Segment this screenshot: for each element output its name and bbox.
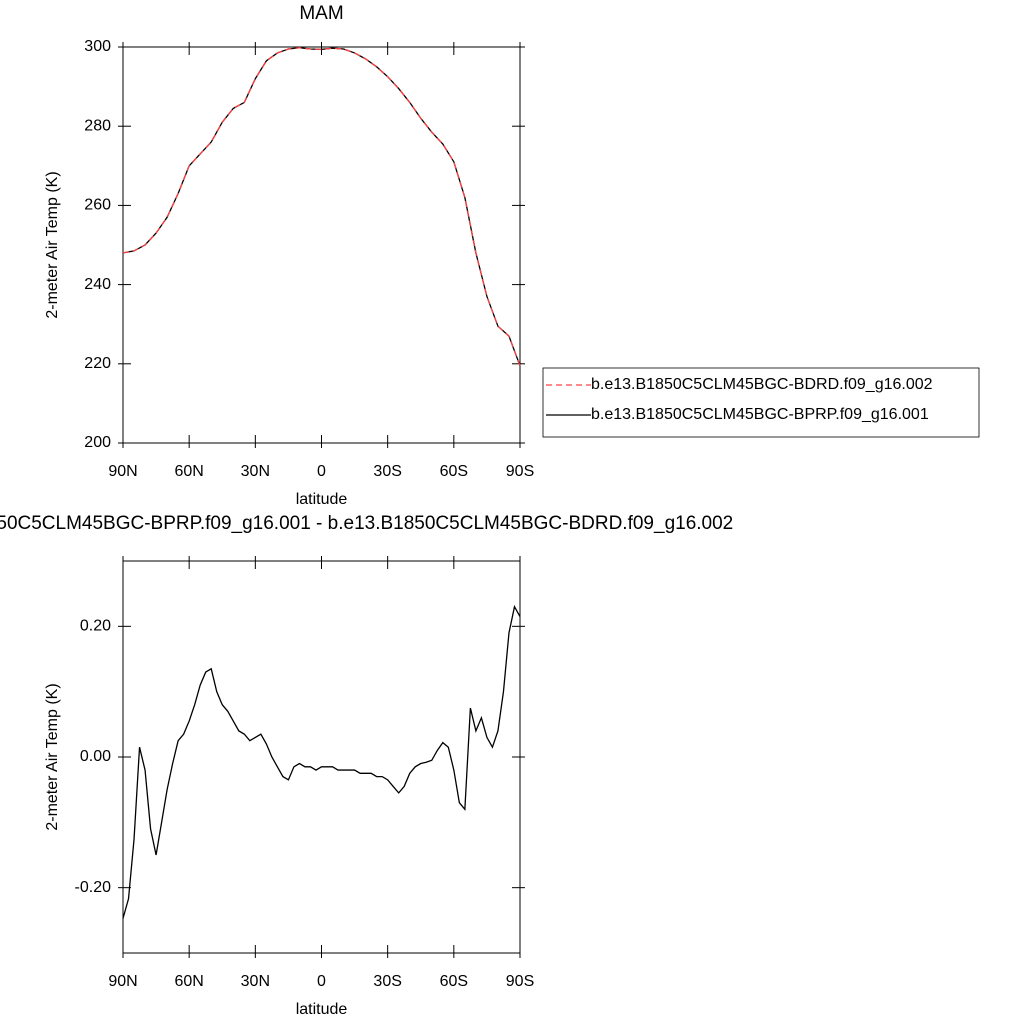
chart-title: MAM <box>299 3 343 24</box>
x-tick-label: 90N <box>108 463 137 480</box>
y-tick-label: 280 <box>84 117 111 134</box>
y-axis-label: 2-meter Air Temp (K) <box>44 171 61 318</box>
legend-label: b.e13.B1850C5CLM45BGC-BPRP.f09_g16.001 <box>591 406 929 423</box>
x-tick-label: 60S <box>440 463 468 480</box>
data-line <box>122 47 521 367</box>
x-tick-label: 0 <box>317 463 326 480</box>
x-axis-label: latitude <box>296 1001 348 1018</box>
y-tick-label: 240 <box>84 276 111 293</box>
plot-frame <box>122 560 521 954</box>
x-tick-label: 60N <box>174 463 203 480</box>
y-tick-label: 220 <box>84 355 111 372</box>
y-tick-label: -0.20 <box>75 879 112 896</box>
x-tick-label: 90N <box>108 973 137 990</box>
y-tick-label: 0.00 <box>80 748 111 765</box>
x-tick-label: 90S <box>506 973 534 990</box>
y-tick-label: 200 <box>84 434 111 451</box>
x-tick-label: 90S <box>506 463 534 480</box>
y-axis-label: 2-meter Air Temp (K) <box>44 683 61 830</box>
x-tick-label: 30N <box>241 463 270 480</box>
legend-label: b.e13.B1850C5CLM45BGC-BDRD.f09_g16.002 <box>591 376 933 393</box>
x-tick-label: 30S <box>373 463 401 480</box>
y-tick-label: 260 <box>84 197 111 214</box>
chart-title: b.e13.B1850C5CLM45BGC-BPRP.f09_g16.001 -… <box>0 513 733 534</box>
x-tick-label: 60S <box>440 973 468 990</box>
x-axis-label: latitude <box>296 491 348 508</box>
x-tick-label: 0 <box>317 973 326 990</box>
legend-box <box>542 367 980 438</box>
y-tick-label: 300 <box>84 38 111 55</box>
x-tick-label: 30N <box>241 973 270 990</box>
data-line <box>122 604 521 919</box>
x-tick-label: 30S <box>373 973 401 990</box>
plot-frame <box>122 46 521 444</box>
y-tick-label: 0.20 <box>80 618 111 635</box>
data-line <box>122 47 521 367</box>
x-tick-label: 60N <box>174 973 203 990</box>
